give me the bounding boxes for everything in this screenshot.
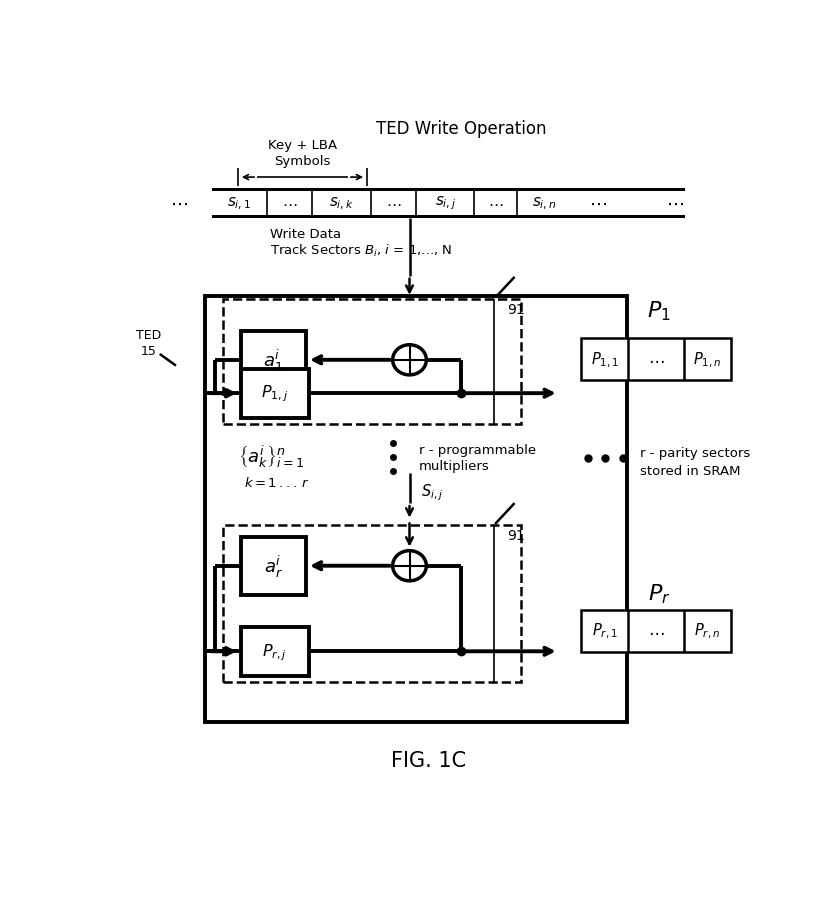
Text: $s_{i,j}$: $s_{i,j}$ xyxy=(434,194,456,212)
Text: $P_r$: $P_r$ xyxy=(647,582,670,606)
Text: multipliers: multipliers xyxy=(419,460,489,473)
Text: $a_r^i$: $a_r^i$ xyxy=(263,553,283,579)
Text: r - programmable: r - programmable xyxy=(419,443,536,457)
Text: $\cdots$: $\cdots$ xyxy=(487,196,502,211)
Text: $k = 1\,...\,r$: $k = 1\,...\,r$ xyxy=(244,475,309,489)
Text: $S_{i,j}$: $S_{i,j}$ xyxy=(421,481,443,502)
Text: Write Data: Write Data xyxy=(270,228,341,241)
Text: $\cdots$: $\cdots$ xyxy=(665,194,684,212)
Text: $a_1^i$: $a_1^i$ xyxy=(263,348,283,374)
Bar xyxy=(581,610,730,652)
Bar xyxy=(212,191,685,215)
Text: Track Sectors $B_i$, $i$ = 1,..., N: Track Sectors $B_i$, $i$ = 1,..., N xyxy=(270,242,452,258)
Text: FIG. 1C: FIG. 1C xyxy=(391,750,466,770)
Bar xyxy=(581,339,730,381)
Text: $P_{1,j}$: $P_{1,j}$ xyxy=(261,384,288,404)
Text: stored in SRAM: stored in SRAM xyxy=(639,464,739,477)
Bar xyxy=(241,331,305,389)
Text: $P_{1,1}$: $P_{1,1}$ xyxy=(590,350,618,369)
Text: $\cdots$: $\cdots$ xyxy=(588,194,606,212)
Bar xyxy=(222,526,521,682)
Text: $s_{i,k}$: $s_{i,k}$ xyxy=(329,195,354,211)
Text: TED Write Operation: TED Write Operation xyxy=(375,120,546,137)
Bar xyxy=(212,189,685,219)
Text: $s_{i,n}$: $s_{i,n}$ xyxy=(531,195,556,211)
Bar xyxy=(241,537,305,595)
Text: $P_{r,1}$: $P_{r,1}$ xyxy=(591,621,617,640)
Text: $\cdots$: $\cdots$ xyxy=(647,351,664,368)
Bar xyxy=(205,297,626,722)
Bar xyxy=(241,369,308,418)
Text: r - parity sectors: r - parity sectors xyxy=(639,447,749,460)
Text: $P_1$: $P_1$ xyxy=(646,300,670,323)
Bar xyxy=(222,300,521,424)
Text: $\cdots$: $\cdots$ xyxy=(282,196,297,211)
Text: $\left\{a_k^i\right\}_{i=1}^{n}$: $\left\{a_k^i\right\}_{i=1}^{n}$ xyxy=(237,443,303,469)
Text: $\cdots$: $\cdots$ xyxy=(170,194,188,212)
Text: $P_{r,j}$: $P_{r,j}$ xyxy=(262,641,287,662)
Text: $\cdots$: $\cdots$ xyxy=(647,622,664,640)
Text: 91: 91 xyxy=(507,528,524,543)
Text: $\cdots$: $\cdots$ xyxy=(385,196,400,211)
Text: $s_{i,1}$: $s_{i,1}$ xyxy=(227,195,251,211)
Text: $P_{r,n}$: $P_{r,n}$ xyxy=(693,621,720,640)
Text: 91: 91 xyxy=(507,303,524,316)
Text: Key + LBA
Symbols: Key + LBA Symbols xyxy=(268,139,337,168)
Bar xyxy=(241,627,308,676)
Text: $P_{1,n}$: $P_{1,n}$ xyxy=(692,350,721,369)
Text: TED
15: TED 15 xyxy=(136,329,161,358)
